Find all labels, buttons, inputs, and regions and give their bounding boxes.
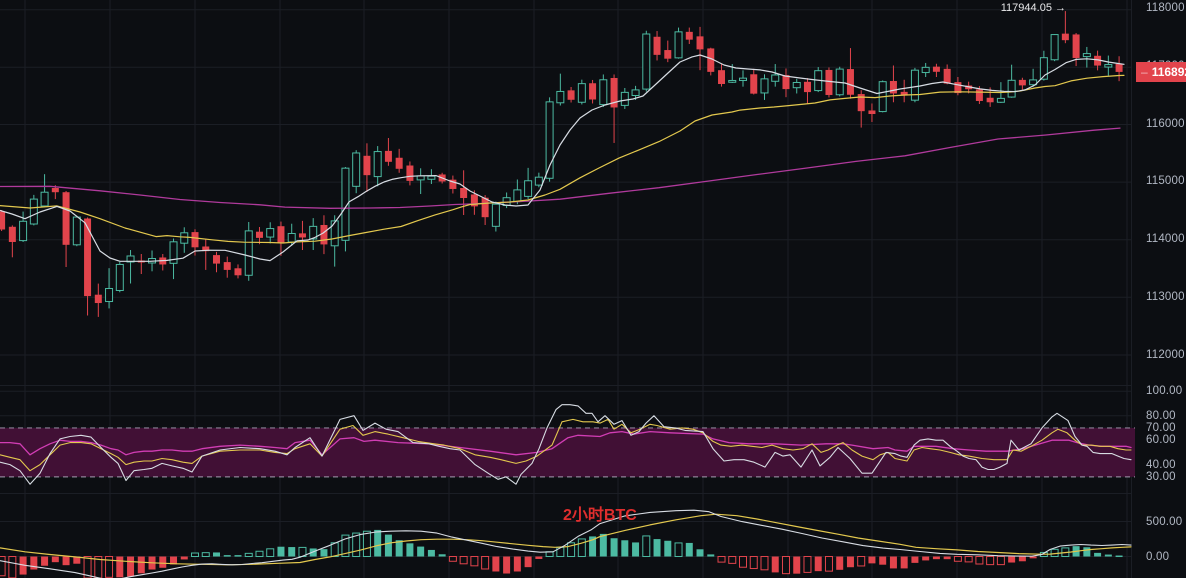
oscillator-axis-label: 40.00 — [1146, 458, 1176, 471]
price-axis-label: 118000 — [1146, 1, 1185, 14]
oscillator-axis-label: 100.00 — [1146, 385, 1183, 398]
oscillator-axis-label: 60.00 — [1146, 434, 1176, 447]
price-axis-label: 115000 — [1146, 175, 1185, 188]
last-price-dash: – — [1141, 64, 1148, 79]
oscillator-axis-label: 80.00 — [1146, 409, 1176, 422]
high-price-marker: 117944.05 → — [1000, 2, 1066, 15]
oscillator-axis-label: 70.00 — [1146, 421, 1176, 434]
price-axis-label: 116000 — [1146, 117, 1185, 130]
price-axis-label: 113000 — [1146, 290, 1185, 303]
price-axis-label: 114000 — [1146, 233, 1185, 246]
macd-axis-label: 0.00 — [1146, 550, 1170, 563]
price-axis-label: 112000 — [1146, 348, 1185, 361]
macd-axis-label: 500.00 — [1146, 515, 1183, 528]
watermark-annotation: 2小时BTC — [563, 507, 637, 524]
oscillator-axis-label: 30.00 — [1146, 470, 1176, 483]
